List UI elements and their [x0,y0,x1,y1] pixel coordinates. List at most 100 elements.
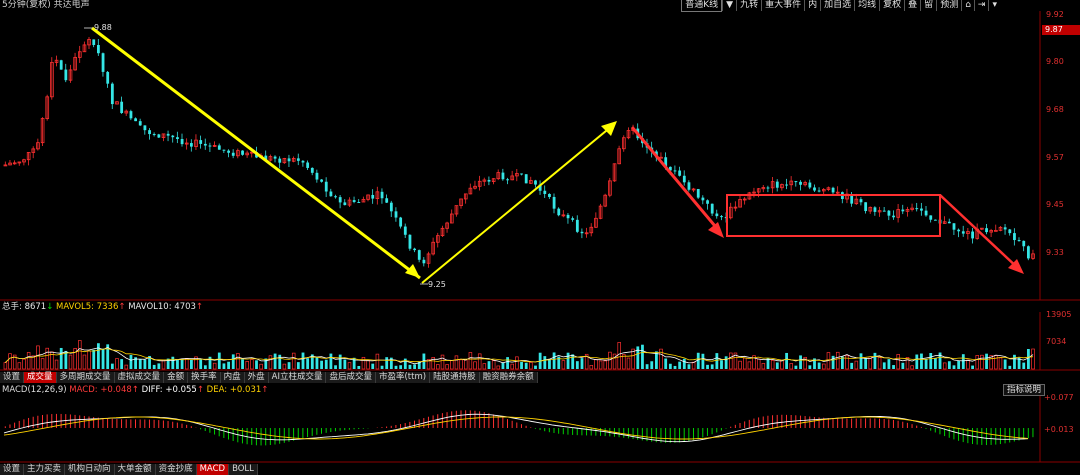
candle-body [1008,229,1012,234]
arrowhead-icon [601,121,617,136]
candle-body [501,172,505,180]
volume-bar [831,355,835,369]
pin-icon[interactable]: ⇥ [973,0,989,11]
candle-body [924,210,928,216]
volume-bar [82,354,87,370]
tab-boll[interactable]: BOLL [229,464,258,475]
macd-tick: +0.013 [1044,425,1074,434]
tab-volume[interactable]: 成交量 [24,372,57,383]
volume-bar [110,363,114,369]
menu-down-icon[interactable]: ▾ [988,0,1000,11]
volume-bar [929,353,933,369]
volume-bar [245,361,249,370]
tab-macd[interactable]: MACD [196,464,230,475]
volume-bar [171,356,175,369]
add-favorite-button[interactable]: 加自选 [820,0,854,11]
tab-outer-volume[interactable]: 外盘 [244,372,269,383]
volume-bar [775,362,779,369]
tab-multi-period-volume[interactable]: 多周期成交量 [56,372,115,383]
tab-main-force[interactable]: 主力买卖 [24,464,66,475]
nine-turn-button[interactable]: 九转 [736,0,761,11]
adjust-button[interactable]: 复权 [879,0,904,11]
tab-margin-balance[interactable]: 融资融券余额 [479,372,538,383]
overlay-button[interactable]: 叠 [904,0,920,11]
volume-bar [166,358,170,369]
volume-bar [1008,365,1012,369]
volume-bar [73,348,77,370]
tab-inner-volume[interactable]: 内盘 [220,372,245,383]
tab-turnover[interactable]: 换手率 [188,372,221,383]
lock-icon[interactable]: ⌂ [961,0,974,11]
candle-body [176,137,179,140]
volume-bar [417,361,421,369]
tab-bottom-fishing[interactable]: 资金抄底 [155,464,197,475]
tab-institution-trend[interactable]: 机构日动向 [65,464,115,475]
volume-bar [994,355,998,370]
volume-bar [742,357,747,370]
volume-bar [971,365,974,369]
tab-large-order-amount[interactable]: 大单金额 [114,464,156,475]
major-events-button[interactable]: 重大事件 [761,0,804,11]
down-arrow-icon: ↓ [46,302,54,312]
volume-bar [278,354,282,369]
tab-northbound-holdings[interactable]: 陆股通持股 [430,372,480,383]
tab-settings[interactable]: 设置 [0,372,25,383]
candle-body [534,180,537,185]
volume-bar [366,359,370,370]
tab-settings-bottom[interactable]: 设置 [0,464,25,475]
kline-type-dropdown[interactable]: ▼ [722,0,736,11]
candle-body [487,179,491,182]
tab-virtual-volume[interactable]: 虚拟成交量 [114,372,165,383]
low-label: 9.25 [428,280,446,289]
tab-amount[interactable]: 金额 [164,372,189,383]
candle-body [8,162,12,166]
volume-bar [887,359,891,369]
volume-bar [403,358,407,369]
candle-body [180,139,184,145]
candle-body [431,241,435,255]
tab-after-hours-volume[interactable]: 盘后成交量 [326,372,376,383]
tab-pe-ttm[interactable]: 市盈率(ttm) [375,372,431,383]
candle-body [575,219,579,232]
inner-button[interactable]: 内 [804,0,820,11]
volume-bar [120,359,124,369]
candle-body [231,152,235,156]
candle-body [506,179,509,181]
volume-bar [352,357,356,369]
volume-bar [426,359,431,370]
volume-tick: 7034 [1046,337,1066,346]
candle-body [515,173,519,177]
volume-bar [222,363,226,369]
candle-body [54,59,59,63]
tab-ai-volume[interactable]: AI立柱成交量 [268,372,327,383]
candle-body [831,187,835,193]
candle-body [813,187,816,191]
candle-body [212,145,217,147]
volume-bar [594,359,598,370]
volume-bar [733,352,738,370]
candle-body [347,199,352,206]
forecast-button[interactable]: 预测 [936,0,961,11]
diff-value: +0.055 [165,385,197,395]
volume-bar [477,353,482,370]
volume-bar [375,353,380,370]
volume-bar [520,361,523,369]
volume-bar [924,358,928,369]
volume-bar [92,349,96,369]
volume-bar [268,355,273,370]
volume-bar [491,360,496,370]
candle-body [26,152,31,161]
volume-bar [715,353,719,369]
moving-average-button[interactable]: 均线 [854,0,879,11]
high-label: 9.88 [94,23,112,32]
keep-button[interactable]: 留 [920,0,936,11]
candle-body [82,44,87,53]
candle-body [236,150,240,157]
indicator-help-button[interactable]: 指标说明 [1003,384,1046,396]
candle-body [696,188,700,198]
candle-body [622,137,626,150]
candle-body [129,111,133,119]
candle-body [343,202,347,206]
kline-type-selector[interactable]: 普通K线 [681,0,723,12]
